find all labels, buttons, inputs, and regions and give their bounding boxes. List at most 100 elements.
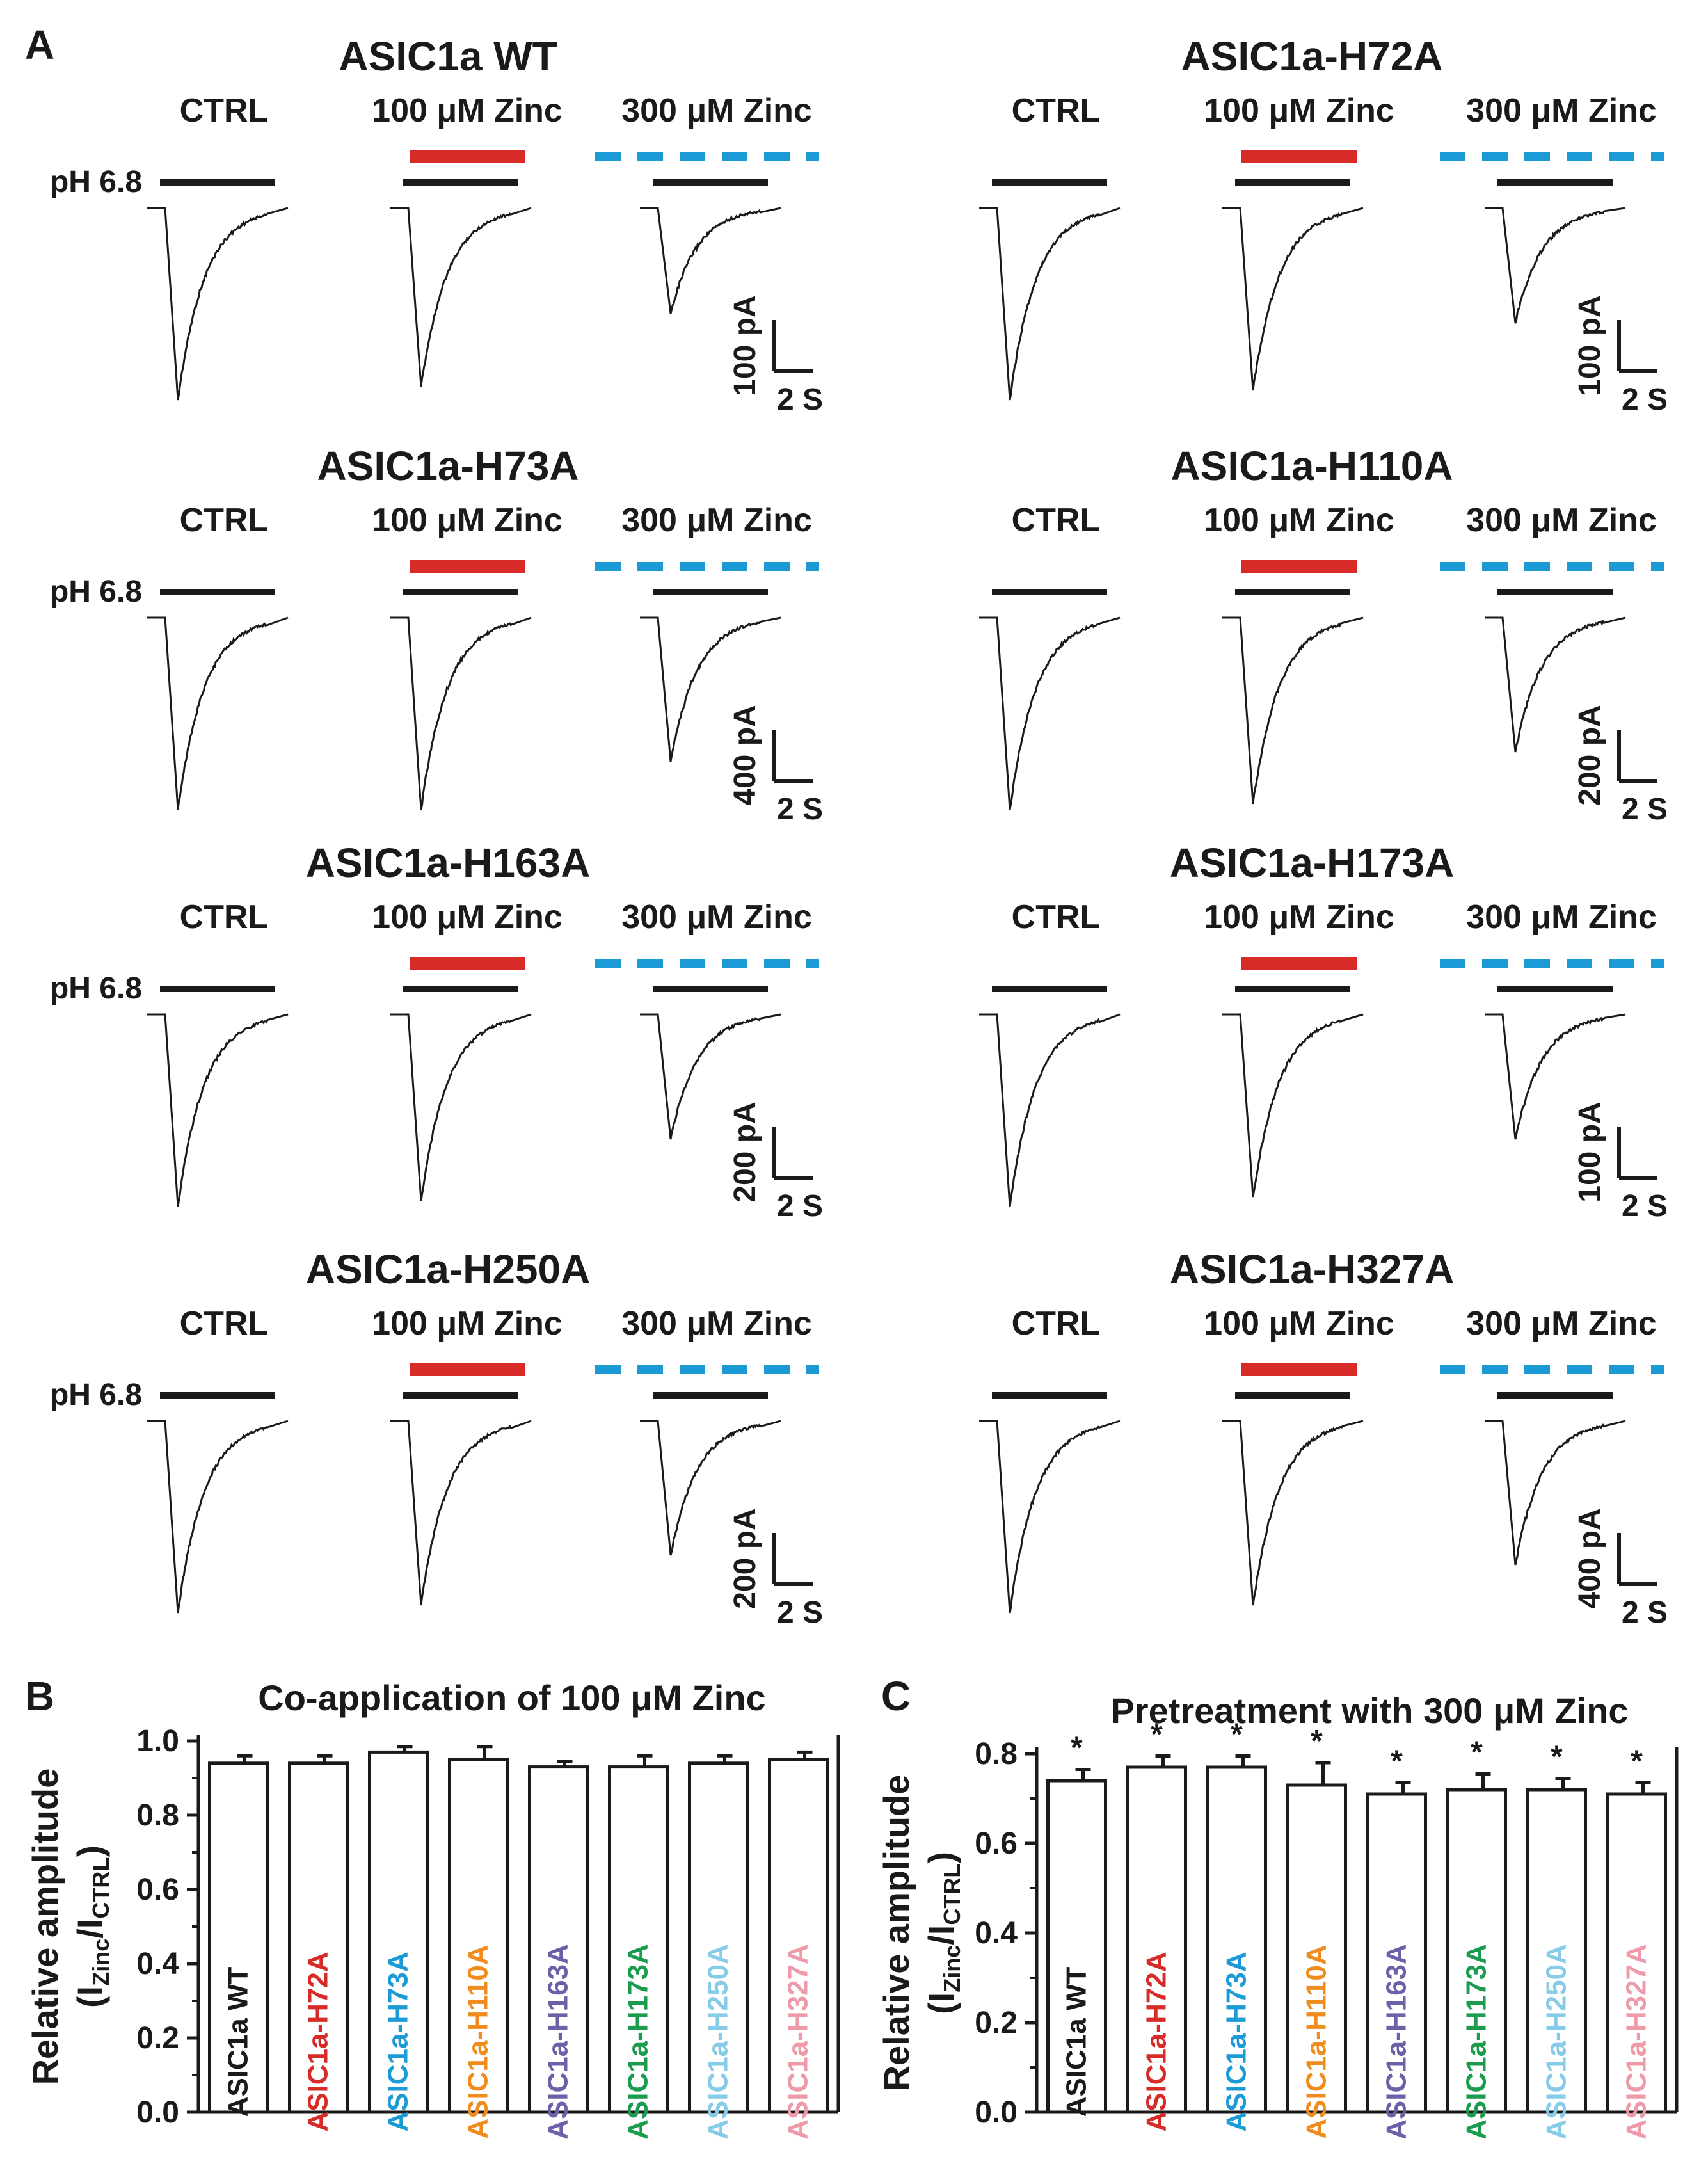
- bar: [608, 1765, 669, 2114]
- significance-marker: *: [1631, 1745, 1643, 1779]
- bar: [288, 1761, 349, 2114]
- category-label: ASIC1a-H327A: [1621, 1944, 1652, 2140]
- condition-label: 100 μM Zinc: [372, 92, 563, 129]
- current-trace: [1222, 1420, 1364, 1606]
- ph-label: pH 6.8: [50, 972, 142, 1006]
- current-trace: [979, 1420, 1121, 1614]
- bar-chart-b: Co-application of 100 μM Zinc Relative am…: [25, 1678, 840, 2140]
- current-trace: [979, 207, 1121, 401]
- condition-label: CTRL: [180, 1305, 269, 1342]
- bar: [1126, 1765, 1187, 2114]
- time-scale-label: 2 S: [777, 1189, 823, 1223]
- trace-title: ASIC1a-H327A: [1170, 1246, 1455, 1292]
- y-axis-sublabel-part: (I: [70, 1986, 110, 2008]
- current-trace: [640, 616, 781, 762]
- trace-title: ASIC1a WT: [339, 33, 557, 79]
- category-label: ASIC1a-H173A: [1461, 1944, 1492, 2140]
- current-trace: [979, 1013, 1121, 1207]
- trace-panel-asic1a-wt: ASIC1a WT CTRL 100 μM Zinc 300 μM Zinc pH 6.…: [50, 33, 823, 417]
- ph-label: pH 6.8: [50, 575, 142, 609]
- y-tick-label: 0.4: [975, 1916, 1018, 1950]
- current-trace: [640, 1420, 781, 1556]
- y-tick-label: 0.8: [136, 1799, 179, 1832]
- current-trace: [390, 1420, 532, 1606]
- current-scale-label: 100 pA: [1573, 295, 1607, 396]
- bar: [208, 1761, 269, 2114]
- trace-panel-asic1a-h73a: ASIC1a-H73A CTRL 100 μM Zinc 300 μM Zinc pH …: [50, 443, 823, 826]
- bar: [1366, 1792, 1427, 2114]
- y-axis-sublabel-part: ): [70, 1845, 110, 1857]
- category-label: ASIC1a-H250A: [1541, 1944, 1572, 2140]
- trace-panel-asic1a-h72a: ASIC1a-H72A CTRL 100 μM Zinc 300 μM Zinc 100…: [979, 33, 1668, 417]
- y-axis-sublabel-part: /I: [70, 1919, 110, 1939]
- condition-label: 300 μM Zinc: [621, 1305, 812, 1342]
- chart-title: Pretreatment with 300 μM Zinc: [1110, 1690, 1628, 1731]
- significance-marker: *: [1231, 1718, 1243, 1752]
- condition-label: 100 μM Zinc: [372, 1305, 563, 1342]
- trace-panel-asic1a-h163a: ASIC1a-H163A CTRL 100 μM Zinc 300 μM Zinc pH…: [50, 840, 823, 1223]
- trace-title: ASIC1a-H110A: [1170, 443, 1453, 489]
- category-label: ASIC1a-H250A: [703, 1944, 734, 2140]
- time-scale-label: 2 S: [777, 383, 823, 417]
- bar: [1046, 1779, 1107, 2114]
- condition-label: CTRL: [180, 502, 269, 539]
- trace-title: ASIC1a-H173A: [1170, 840, 1455, 886]
- ph-label: pH 6.8: [50, 1378, 142, 1412]
- category-label: ASIC1a-H327A: [783, 1944, 814, 2140]
- category-label: ASIC1a-H72A: [1141, 1952, 1172, 2131]
- bar: [1606, 1792, 1667, 2114]
- current-trace: [147, 1013, 289, 1207]
- y-tick-label: 0.4: [136, 1947, 179, 1981]
- significance-marker: *: [1471, 1736, 1483, 1770]
- bar: [1446, 1788, 1507, 2114]
- y-tick-label: 0.6: [136, 1873, 179, 1907]
- category-label: ASIC1a-H72A: [303, 1952, 334, 2131]
- current-trace: [1485, 207, 1626, 324]
- category-label: ASIC1a-H73A: [1221, 1952, 1252, 2131]
- current-trace: [1222, 207, 1364, 391]
- bar: [1206, 1765, 1267, 2114]
- condition-label: 300 μM Zinc: [1466, 502, 1657, 539]
- y-axis-sublabel-part: Zinc: [939, 1945, 965, 1993]
- panel-label-b: B: [25, 1673, 54, 1719]
- current-trace: [1222, 1013, 1364, 1198]
- category-label: ASIC1a-H110A: [1301, 1945, 1332, 2138]
- y-axis-sublabel-part: CTRL: [88, 1857, 114, 1919]
- y-axis-sublabel: (IZinc/ICTRL): [70, 1845, 114, 2008]
- significance-marker: *: [1311, 1724, 1323, 1758]
- current-scale-label: 400 pA: [728, 705, 762, 805]
- y-axis-sublabel-part: CTRL: [939, 1864, 965, 1925]
- condition-label: CTRL: [1012, 1305, 1101, 1342]
- condition-label: 100 μM Zinc: [372, 502, 563, 539]
- current-scale-label: 400 pA: [1573, 1508, 1607, 1608]
- condition-label: CTRL: [1012, 502, 1101, 539]
- significance-marker: *: [1391, 1745, 1403, 1779]
- significance-marker: *: [1071, 1731, 1083, 1765]
- trace-title: ASIC1a-H250A: [306, 1246, 591, 1292]
- bar: [448, 1758, 509, 2114]
- condition-label: 100 μM Zinc: [372, 899, 563, 936]
- panel-label-c: C: [881, 1673, 911, 1719]
- significance-marker: *: [1151, 1718, 1163, 1752]
- trace-panel-asic1a-h250a: ASIC1a-H250A CTRL 100 μM Zinc 300 μM Zinc pH…: [50, 1246, 823, 1630]
- y-axis-sublabel: (IZinc/ICTRL): [921, 1852, 965, 2014]
- trace-title: ASIC1a-H163A: [306, 840, 591, 886]
- current-trace: [147, 207, 289, 401]
- current-trace: [979, 616, 1121, 810]
- trace-panel-asic1a-h327a: ASIC1a-H327A CTRL 100 μM Zinc 300 μM Zinc 40…: [979, 1246, 1668, 1630]
- current-scale-label: 200 pA: [728, 1508, 762, 1608]
- condition-label: 300 μM Zinc: [1466, 899, 1657, 936]
- current-trace: [390, 1013, 532, 1201]
- bar: [688, 1761, 749, 2114]
- condition-label: 300 μM Zinc: [1466, 92, 1657, 129]
- ph-label: pH 6.8: [50, 165, 142, 199]
- current-trace: [640, 207, 781, 314]
- y-axis-sublabel-part: (I: [921, 1993, 961, 2014]
- current-trace: [640, 1013, 781, 1140]
- y-tick-label: 1.0: [136, 1724, 179, 1758]
- current-trace: [147, 1420, 289, 1614]
- condition-label: 300 μM Zinc: [621, 502, 812, 539]
- category-label: ASIC1a-H73A: [383, 1952, 414, 2131]
- time-scale-label: 2 S: [1622, 383, 1668, 417]
- y-axis-sublabel-part: ): [921, 1852, 961, 1864]
